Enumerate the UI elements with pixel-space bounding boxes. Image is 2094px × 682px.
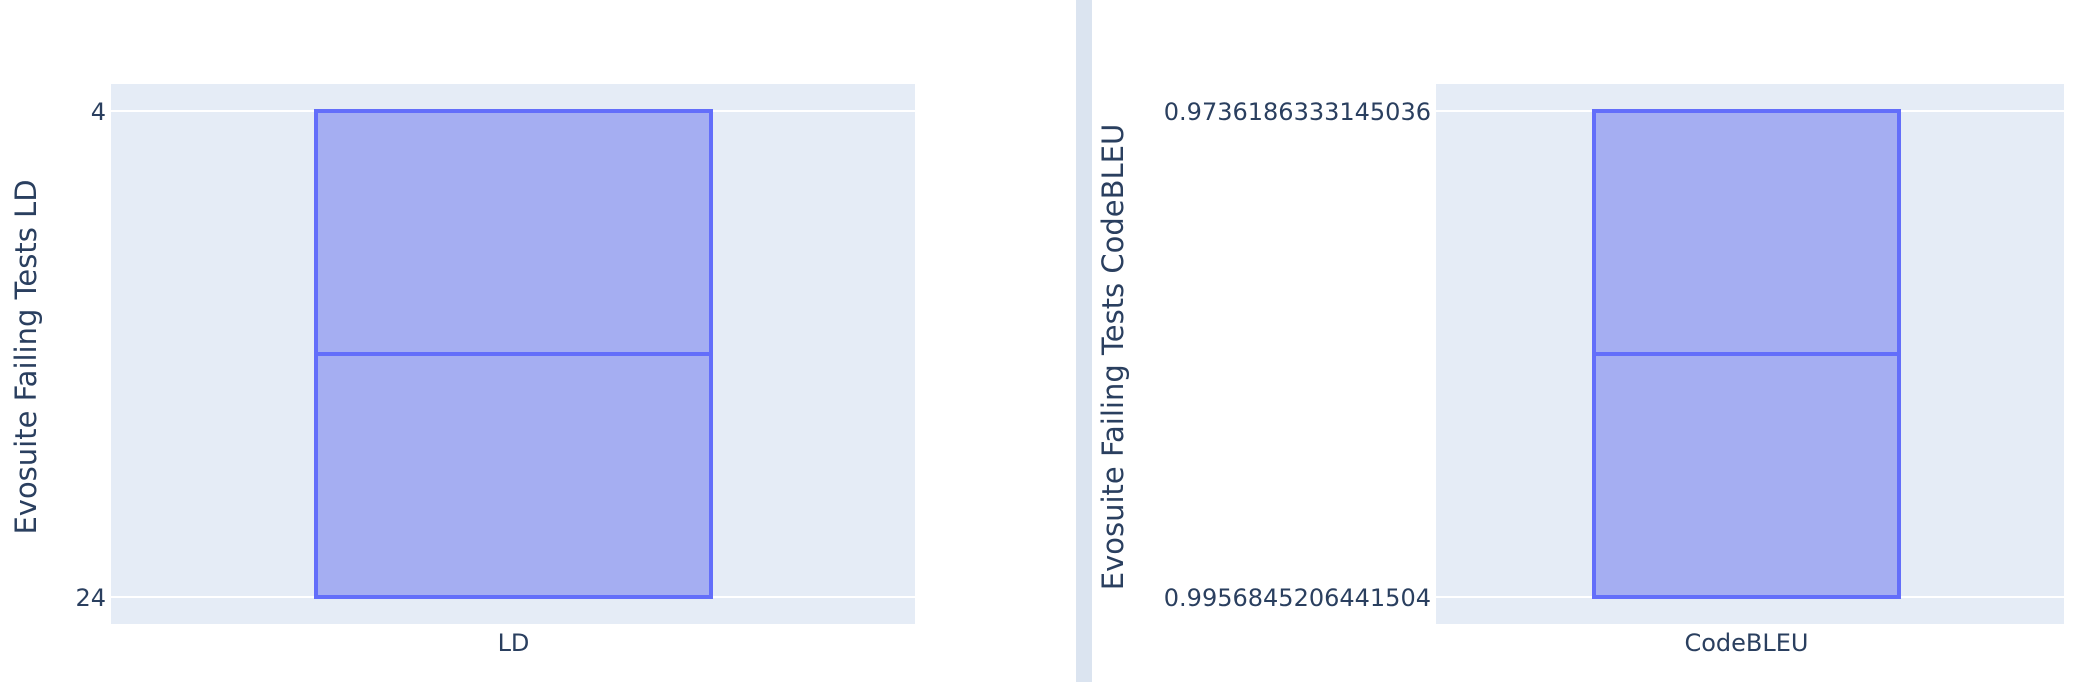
- box-marks: [314, 109, 713, 599]
- y-tick-label: 4: [91, 98, 106, 126]
- chart-panel-codebleu: 0.9736186333145036 0.9956845206441504 Co…: [1092, 0, 2094, 682]
- chart-panel-ld: 4 24 LD Evosuite Failing Tests LD: [9, 84, 915, 657]
- x-tick-label: CodeBLEU: [1684, 629, 1808, 657]
- box-marks: [1592, 109, 1901, 599]
- x-tick-label: LD: [498, 629, 530, 657]
- y-tick-label: 0.9736186333145036: [1164, 98, 1431, 126]
- panel-divider: [1076, 0, 1092, 682]
- y-axis-title: Evosuite Failing Tests CodeBLEU: [1096, 124, 1130, 590]
- ld-box-chart: 4 24 LD Evosuite Failing Tests LD: [9, 84, 915, 657]
- y-tick-label: 0.9956845206441504: [1164, 584, 1431, 612]
- y-tick-label: 24: [75, 584, 106, 612]
- y-axis-ticks: 4 24: [75, 98, 106, 612]
- y-axis-title: Evosuite Failing Tests LD: [9, 179, 43, 534]
- y-axis-ticks: 0.9736186333145036 0.9956845206441504: [1164, 98, 1431, 612]
- codebleu-box-chart: 0.9736186333145036 0.9956845206441504 Co…: [1096, 84, 2064, 657]
